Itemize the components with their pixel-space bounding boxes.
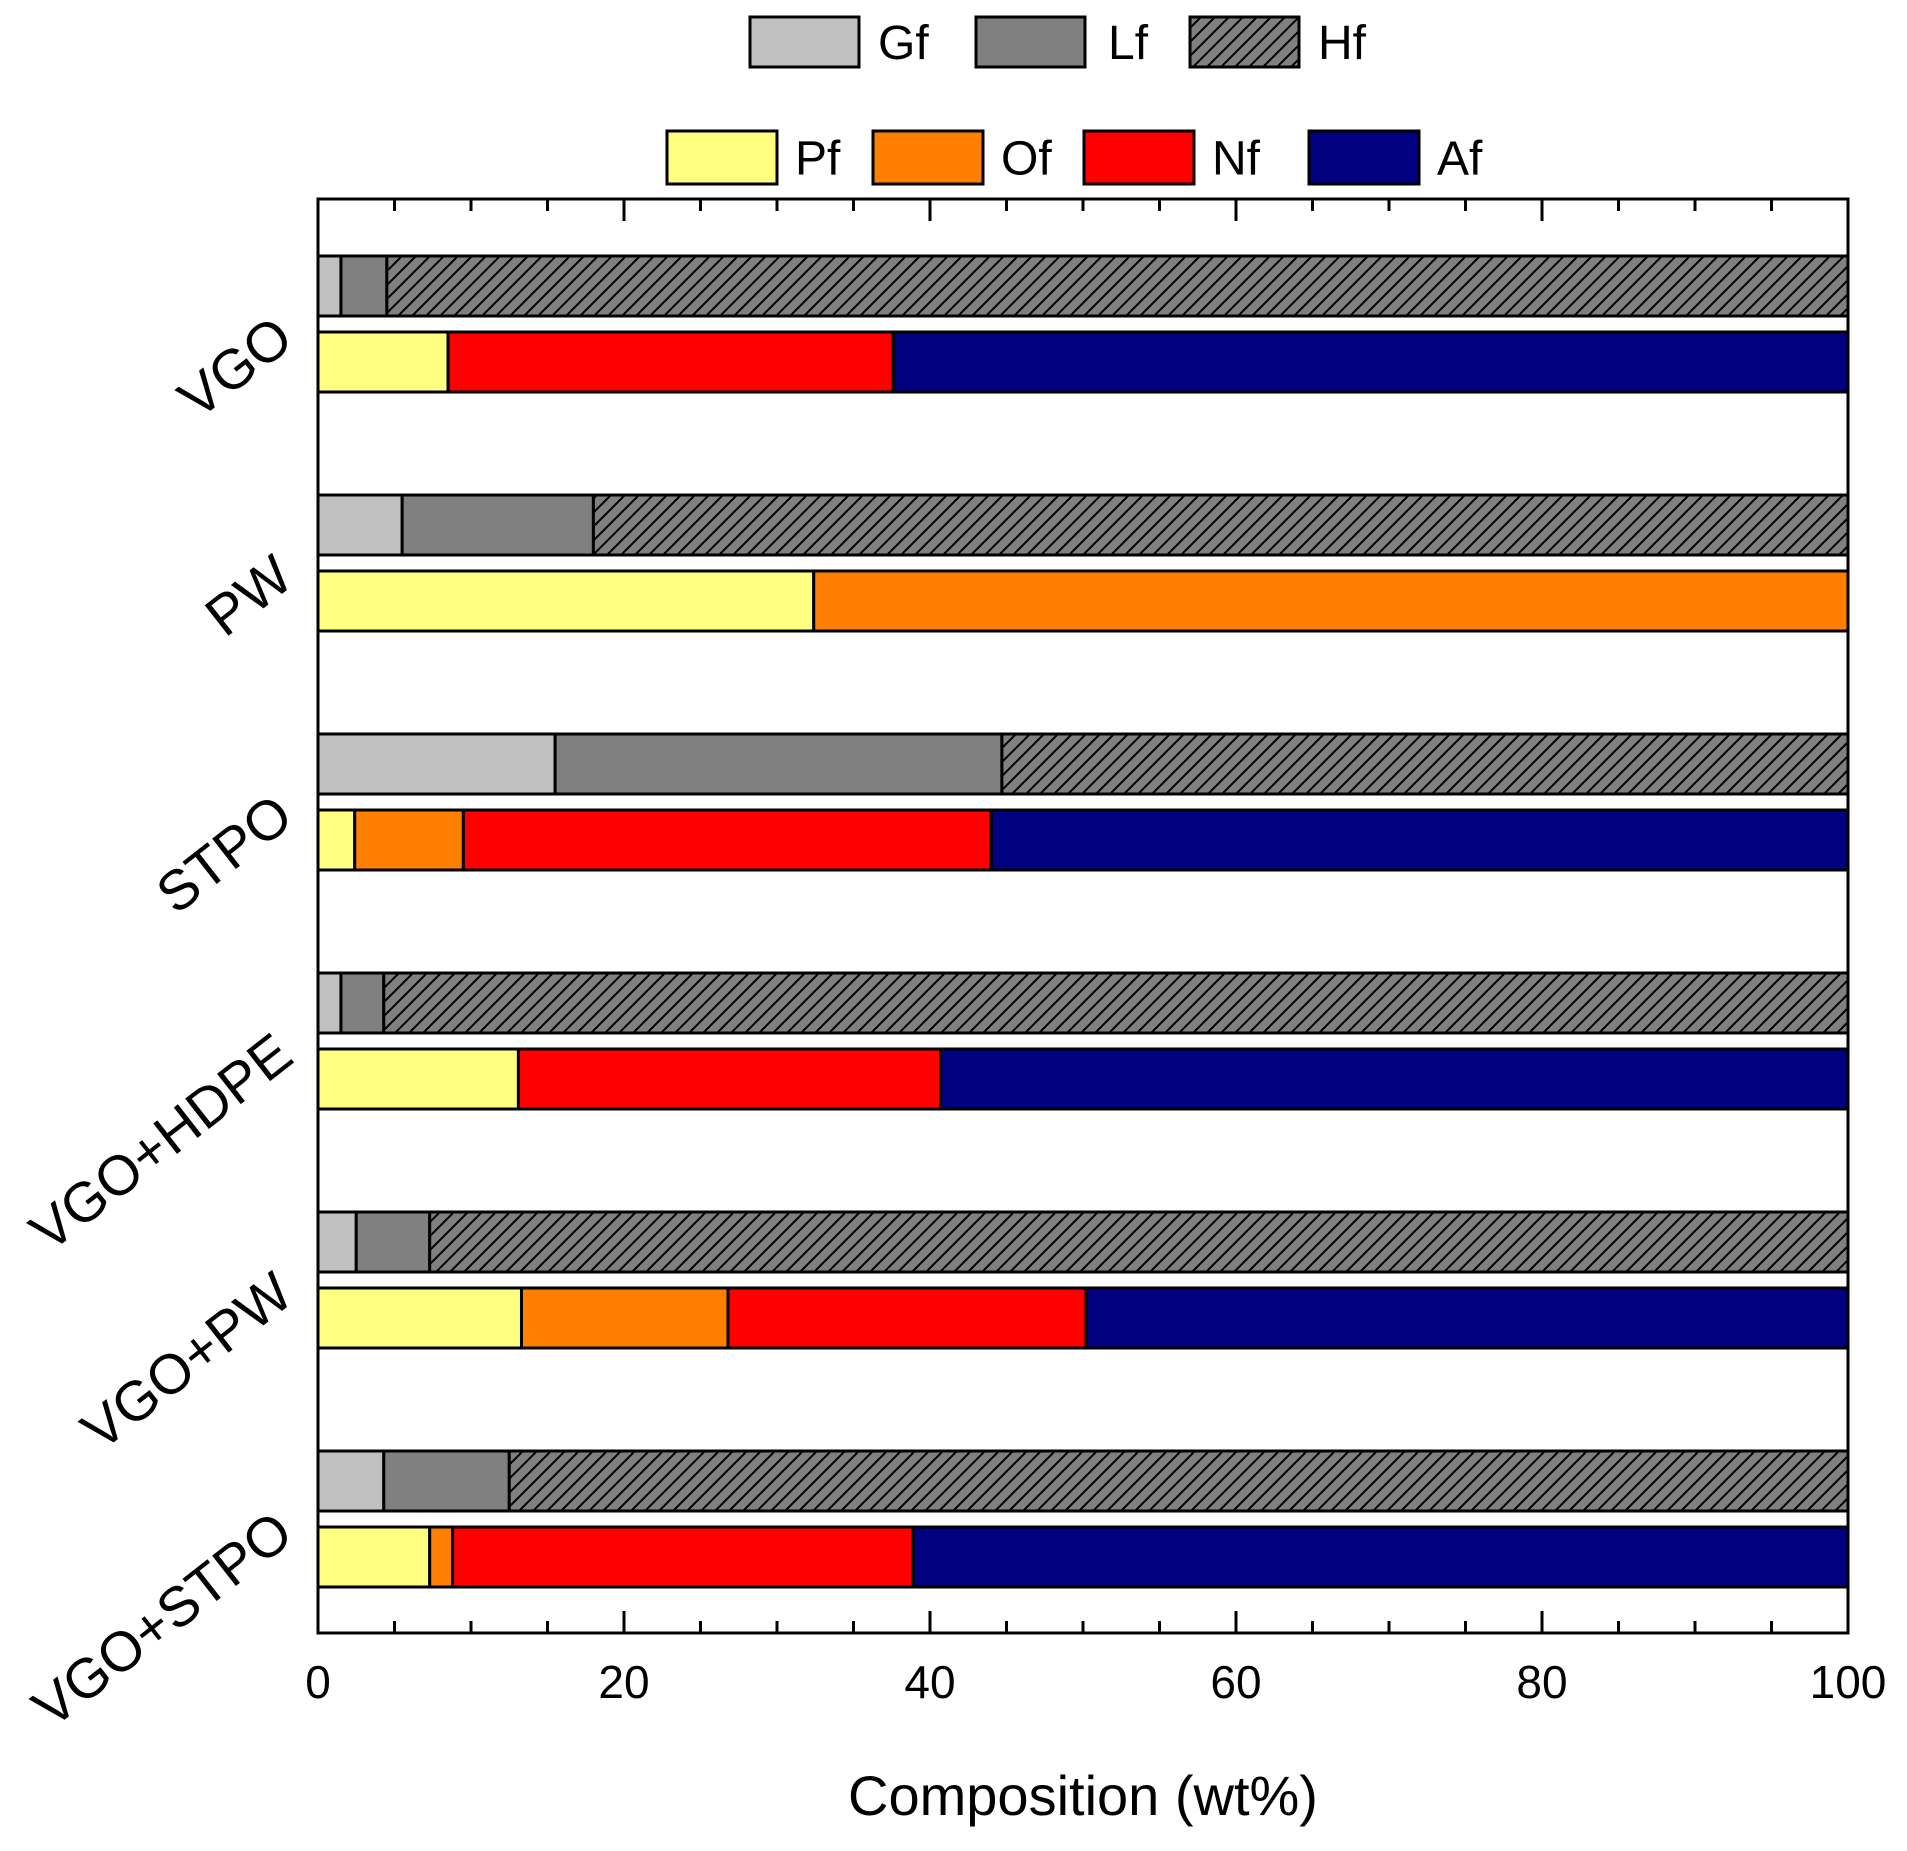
x-tick-label-40: 40: [904, 1656, 955, 1708]
x-tick-label-100: 100: [1810, 1656, 1887, 1708]
legend-label-hf: Hf: [1318, 17, 1367, 70]
bar-vgo-pw-of: [519, 1286, 730, 1350]
plot-frame: [316, 197, 1850, 1635]
x-tick-label-20: 20: [598, 1656, 649, 1708]
legend-swatch-of: [871, 129, 985, 186]
bar-pw-lf: [400, 493, 595, 557]
bar-vgo-stpo-of: [428, 1525, 455, 1589]
bar-pw-of: [812, 569, 1850, 633]
bar-vgo-stpo-nf: [451, 1525, 915, 1589]
x-axis-title: Composition (wt%): [848, 1764, 1318, 1827]
legend-label-nf: Nf: [1212, 133, 1261, 186]
bar-stpo-of: [353, 808, 465, 872]
bar-vgo-hdpe-pf: [316, 1047, 520, 1111]
legend-label-pf: Pf: [795, 133, 841, 186]
bar-vgo-pw-hf: [428, 1210, 1850, 1274]
bar-vgo-af: [891, 330, 1850, 394]
bar-vgo-pw-pf: [316, 1286, 523, 1350]
category-label-vgo-stpo: VGO+STPO: [21, 1499, 304, 1739]
bar-vgo-stpo-af: [911, 1525, 1850, 1589]
ticks-layer: 0 20 40 60 80 100: [305, 199, 1886, 1708]
x-tick-label-60: 60: [1210, 1656, 1261, 1708]
bar-vgo-stpo-gf: [316, 1449, 386, 1513]
legend-label-of: Of: [1001, 133, 1052, 186]
legend-swatch-hf: [1188, 15, 1301, 69]
bar-pw-hf: [591, 493, 1850, 557]
legend-label-lf: Lf: [1108, 17, 1149, 70]
bar-pw-pf: [316, 569, 816, 633]
bar-vgo-hdpe-af: [939, 1047, 1850, 1111]
bar-vgo-stpo-lf: [382, 1449, 511, 1513]
bar-vgo-pw-af: [1084, 1286, 1850, 1350]
bar-vgo-hf: [385, 254, 1850, 318]
bar-vgo-stpo-pf: [316, 1525, 432, 1589]
bar-vgo-gf: [316, 254, 343, 318]
legend-swatch-gf: [748, 15, 861, 69]
bar-vgo-hdpe-gf: [316, 971, 343, 1035]
category-label-vgo-pw: VGO+PW: [70, 1260, 304, 1462]
legend-swatch-lf: [974, 15, 1087, 69]
bar-vgo-hdpe-lf: [339, 971, 386, 1035]
bar-stpo-gf: [316, 732, 557, 796]
bar-stpo-hf: [1000, 732, 1850, 796]
bar-stpo-pf: [316, 808, 357, 872]
legend-label-gf: Gf: [878, 17, 929, 70]
bar-vgo-hdpe-nf: [516, 1047, 943, 1111]
category-label-vgo: VGO: [167, 304, 304, 430]
category-label-vgo-hdpe: VGO+HDPE: [18, 1021, 303, 1263]
bar-vgo-pw-nf: [726, 1286, 1088, 1350]
legend-swatch-nf: [1082, 129, 1196, 186]
x-tick-label-80: 80: [1516, 1656, 1567, 1708]
category-label-stpo: STPO: [144, 782, 303, 926]
x-tick-label-0: 0: [305, 1656, 331, 1708]
bar-vgo-pf: [316, 330, 450, 394]
legend-swatch-af: [1307, 129, 1421, 186]
bar-stpo-nf: [461, 808, 993, 872]
bar-vgo-pw-lf: [354, 1210, 432, 1274]
bar-vgo-lf: [339, 254, 389, 318]
bar-vgo-stpo-hf: [507, 1449, 1850, 1513]
bar-stpo-af: [989, 808, 1850, 872]
bar-pw-gf: [316, 493, 404, 557]
category-label-pw: PW: [194, 543, 304, 648]
bar-vgo-pw-gf: [316, 1210, 358, 1274]
bar-vgo-nf: [446, 330, 895, 394]
bar-stpo-lf: [553, 732, 1004, 796]
bar-vgo-hdpe-hf: [382, 971, 1850, 1035]
legend: Gf Lf Hf Pf Of Nf Af: [665, 15, 1483, 186]
legend-label-af: Af: [1437, 133, 1483, 186]
legend-swatch-pf: [665, 129, 779, 186]
